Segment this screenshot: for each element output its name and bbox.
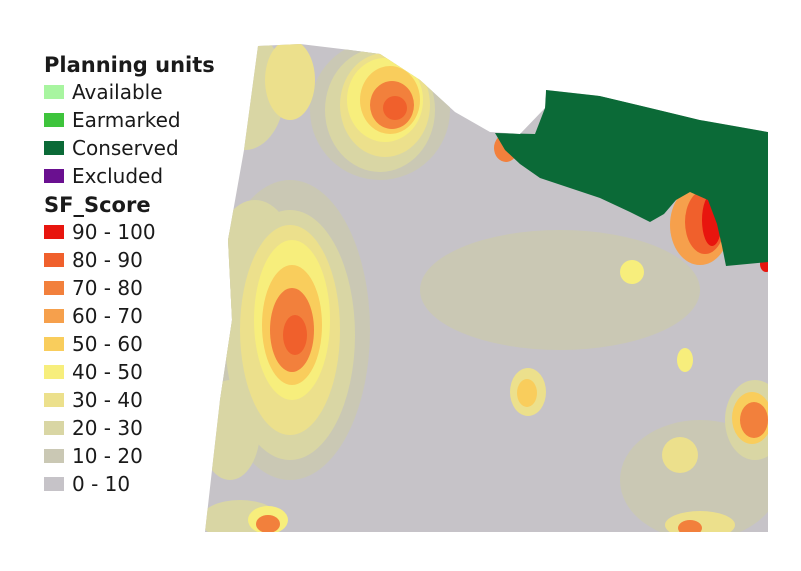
legend-label: 40 - 50 [72, 360, 143, 384]
legend-title-planning-units: Planning units [44, 53, 215, 77]
legend-label: 30 - 40 [72, 388, 143, 412]
legend-swatch [44, 225, 64, 239]
legend-swatch [44, 169, 64, 183]
legend-label: 80 - 90 [72, 248, 143, 272]
legend-swatch [44, 141, 64, 155]
legend-swatch [44, 337, 64, 351]
legend-label: 60 - 70 [72, 304, 143, 328]
legend-item-score-60-70: 60 - 70 [44, 302, 215, 330]
legend-item-score-10-20: 10 - 20 [44, 442, 215, 470]
legend-item-score-20-30: 20 - 30 [44, 414, 215, 442]
legend-item-score-0-10: 0 - 10 [44, 470, 215, 498]
legend-item-excluded: Excluded [44, 162, 215, 190]
legend-swatch [44, 85, 64, 99]
legend-swatch [44, 365, 64, 379]
legend-label: 10 - 20 [72, 444, 143, 468]
legend-swatch [44, 281, 64, 295]
legend-item-score-50-60: 50 - 60 [44, 330, 215, 358]
map-legend: Planning units Available Earmarked Conse… [44, 52, 215, 498]
legend-label: 90 - 100 [72, 220, 156, 244]
legend-label: 50 - 60 [72, 332, 143, 356]
legend-label: 0 - 10 [72, 472, 131, 496]
legend-item-earmarked: Earmarked [44, 106, 215, 134]
legend-label: Earmarked [72, 108, 181, 132]
conserved-area [495, 88, 768, 266]
legend-item-score-90-100: 90 - 100 [44, 218, 215, 246]
legend-swatch [44, 253, 64, 267]
legend-item-score-70-80: 70 - 80 [44, 274, 215, 302]
legend-label: Excluded [72, 164, 164, 188]
legend-swatch [44, 449, 64, 463]
legend-title-sf-score: SF_Score [44, 193, 151, 217]
legend-swatch [44, 309, 64, 323]
legend-swatch [44, 393, 64, 407]
legend-item-score-80-90: 80 - 90 [44, 246, 215, 274]
score-80-90-zones [283, 96, 407, 355]
legend-item-available: Available [44, 78, 215, 106]
legend-swatch [44, 477, 64, 491]
legend-swatch [44, 421, 64, 435]
legend-swatch [44, 113, 64, 127]
legend-label: Conserved [72, 136, 179, 160]
legend-item-conserved: Conserved [44, 134, 215, 162]
legend-label: 20 - 30 [72, 416, 143, 440]
legend-label: Available [72, 80, 163, 104]
legend-label: 70 - 80 [72, 276, 143, 300]
legend-item-score-40-50: 40 - 50 [44, 358, 215, 386]
legend-item-score-30-40: 30 - 40 [44, 386, 215, 414]
